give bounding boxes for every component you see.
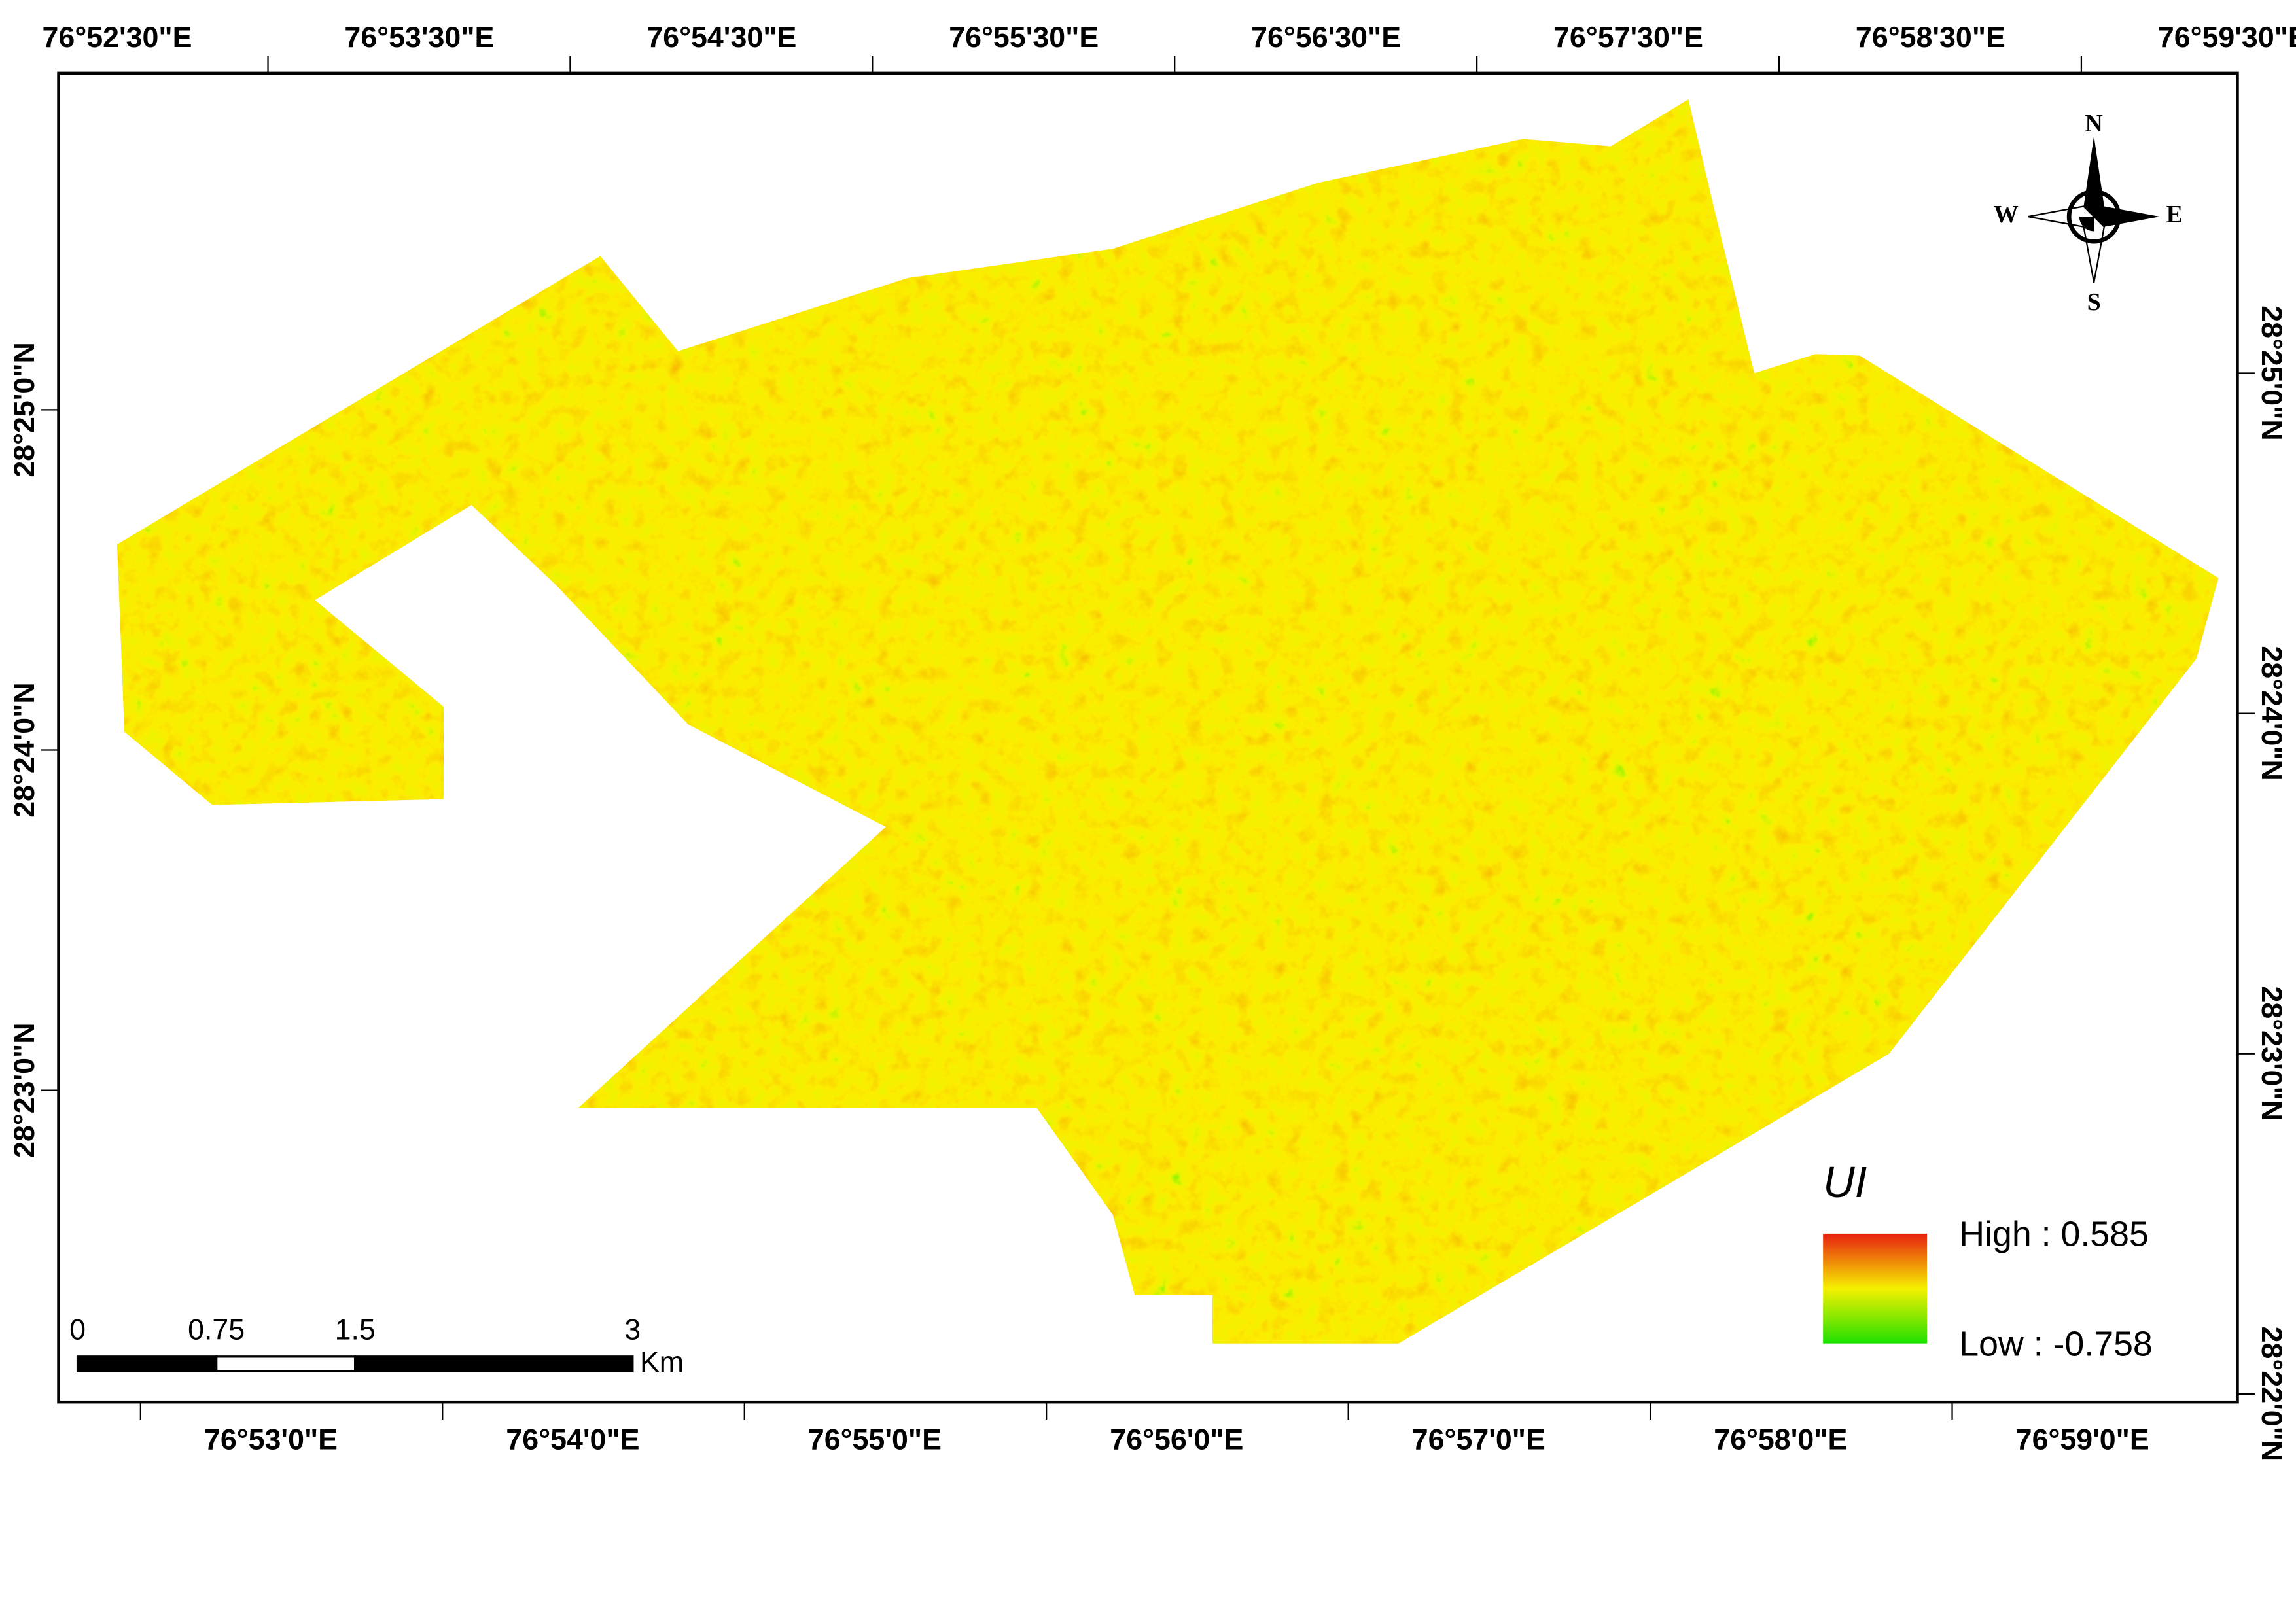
bottom-coord-label: 76°59'0"E bbox=[2016, 1423, 2149, 1456]
right-coord-label: 28°25'0"N bbox=[2255, 305, 2288, 440]
scale-label: 0.75 bbox=[188, 1314, 245, 1346]
scale-unit: Km bbox=[640, 1346, 684, 1378]
top-coord-label: 76°59'30"E bbox=[2158, 21, 2296, 54]
left-coord-label: 28°24'0"N bbox=[8, 682, 41, 817]
legend-ramp bbox=[1823, 1233, 1928, 1344]
bottom-coord-label: 76°54'0"E bbox=[506, 1423, 639, 1456]
bottom-coord-label: 76°58'0"E bbox=[1714, 1423, 1847, 1456]
right-coord-label: 28°24'0"N bbox=[2255, 646, 2288, 780]
scale-bar: 0 0.75 1.5 3Km bbox=[69, 1314, 684, 1378]
scale-label: 1.5 bbox=[335, 1314, 376, 1346]
legend-high: High : 0.585 bbox=[1959, 1215, 2149, 1254]
compass-n: N bbox=[2085, 110, 2102, 137]
top-coord-label: 76°58'30"E bbox=[1856, 21, 2005, 54]
coordinate-labels: 76°52'30"E 76°53'30"E 76°54'30"E 76°55'30"E… bbox=[8, 21, 2296, 1461]
scale-label: 0 bbox=[69, 1314, 86, 1346]
right-coord-label: 28°23'0"N bbox=[2255, 986, 2288, 1121]
scale-label: 3 bbox=[624, 1314, 641, 1346]
bottom-coord-label: 76°56'0"E bbox=[1110, 1423, 1243, 1456]
raster-noise bbox=[117, 99, 2219, 1344]
scale-segment bbox=[215, 1355, 357, 1372]
top-coord-label: 76°57'30"E bbox=[1553, 21, 1703, 54]
top-coord-label: 76°55'30"E bbox=[949, 21, 1099, 54]
top-coord-label: 76°54'30"E bbox=[646, 21, 796, 54]
legend-title: UI bbox=[1823, 1158, 1867, 1207]
top-coord-label: 76°56'30"E bbox=[1251, 21, 1401, 54]
bottom-coord-label: 76°57'0"E bbox=[1412, 1423, 1545, 1456]
compass-e: E bbox=[2166, 201, 2183, 228]
legend-low: Low : -0.758 bbox=[1959, 1324, 2153, 1363]
top-coord-label: 76°53'30"E bbox=[344, 21, 494, 54]
bottom-coord-label: 76°53'0"E bbox=[204, 1423, 338, 1456]
map-frame bbox=[57, 71, 2239, 1404]
left-coord-label: 28°25'0"N bbox=[8, 342, 41, 477]
north-arrow: N S E W bbox=[1994, 110, 2183, 316]
scale-segment bbox=[76, 1355, 218, 1372]
compass-w: W bbox=[1994, 201, 2019, 228]
left-coord-label: 28°23'0"N bbox=[8, 1022, 41, 1157]
top-coord-label: 76°52'30"E bbox=[43, 21, 192, 54]
right-coord-label: 28°22'0"N bbox=[2255, 1327, 2288, 1461]
bottom-coord-label: 76°55'0"E bbox=[808, 1423, 942, 1456]
compass-s: S bbox=[2087, 288, 2101, 316]
raster bbox=[117, 99, 2219, 1344]
scale-segment bbox=[354, 1355, 634, 1372]
legend: UI High : 0.585 Low : -0.758 bbox=[1823, 1158, 2153, 1363]
